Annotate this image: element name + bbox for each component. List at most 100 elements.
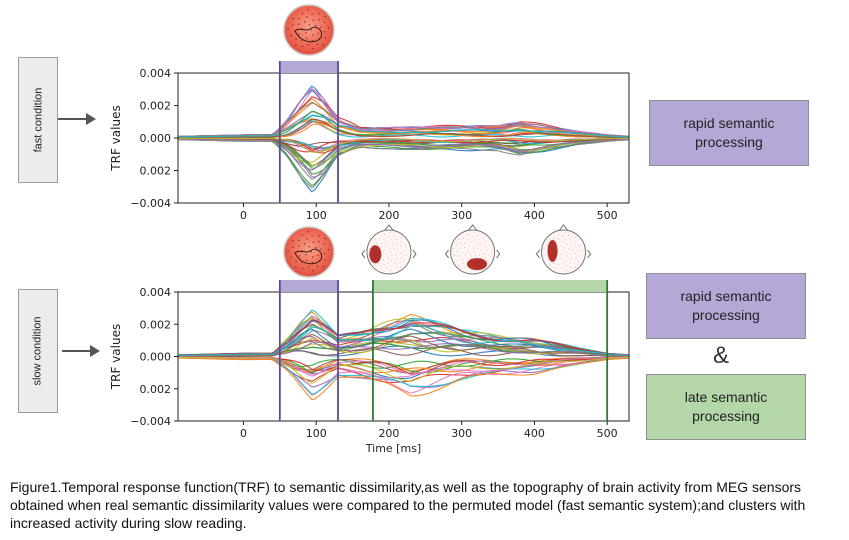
cluster-spot [369,245,382,264]
sensor-dot [477,248,479,250]
sensor-dot [479,254,481,256]
sensor-dot [553,263,555,265]
sensor-dot [568,248,570,250]
sensor-dot [385,245,387,247]
sensor-dot [488,255,490,257]
purple-window-bar [279,280,339,292]
sensor-dot [564,232,566,234]
sensor-dot [308,24,311,26]
sensor-dot [297,23,300,25]
sensor-dot [383,250,385,252]
sensor-dot [323,253,326,255]
sensor-trace [178,139,629,193]
sensor-dot [574,236,576,238]
sensor-dot [397,249,399,251]
sensor-dot [301,234,304,236]
sensor-dot [391,255,393,257]
sensor-dot [462,237,464,239]
y-tick-label: 0.000 [140,132,172,145]
sensor-dot [579,255,581,257]
sensor-dot [456,250,458,252]
sensor-dot [467,234,469,236]
sensor-dot [569,262,571,264]
nose [384,224,394,231]
sensor-dot [396,243,398,245]
sensor-dot [578,261,580,263]
sensor-dot [456,244,458,246]
sensor-dot [318,240,320,243]
sensor-dot [312,241,315,243]
trace-group [178,85,629,193]
topomap-small-head-icon [535,224,592,275]
y-tick-label: 0.002 [140,165,172,178]
ear-right [587,249,592,259]
sensor-dot [574,252,576,254]
sensor-dot [403,261,405,263]
sensor-dot [487,261,489,263]
sensor-dot [562,236,564,238]
sensor-dot [314,247,317,249]
sensor-dot [481,249,483,251]
sensor-dot [388,247,390,249]
sensor-dot [298,17,300,20]
sensor-dot [310,251,313,253]
sensor-dot [477,235,479,237]
sensor-dot [307,9,310,11]
sensor-dot [473,251,475,253]
sensor-dot [393,248,395,250]
sensor-dot [559,245,561,247]
sensor-dot [295,44,297,46]
sensor-dot [311,235,313,237]
slow-rapid-processing-box: rapid semantic processing [646,273,806,339]
sensor-trace [178,357,629,395]
sensor-dot [488,245,490,247]
fast-condition-label: fast condition [18,57,58,183]
sensor-dot [464,247,466,249]
sensor-dot [404,255,406,257]
sensor-dot [491,251,493,253]
sensor-dot [570,254,572,256]
sensor-dot [395,239,397,241]
sensor-dot [312,19,315,21]
sensor-dot [575,266,577,268]
sensor-dot [287,28,289,30]
y-tick-label: 0.004 [140,67,172,80]
x-tick-label: 300 [451,209,472,222]
sensor-dot [574,245,576,247]
sensor-dot [462,258,464,260]
sensor-dot [312,48,314,50]
sensor-dot [292,17,294,20]
sensor-dot [306,37,308,39]
sensor-dot [403,249,405,251]
sensor-trace [178,356,629,384]
sensor-dot [467,238,469,240]
sensor-dot [546,244,548,246]
sensor-dot [560,253,562,255]
slow-rapid-processing-text: rapid semantic processing [680,288,772,323]
sensor-dot [565,259,567,261]
sensor-dot [301,12,304,14]
x-tick-label: 400 [524,209,545,222]
fast-arrow-icon [58,113,96,125]
sensor-dot [317,32,319,34]
sensor-dot [387,236,389,238]
sensor-dot [468,245,470,247]
sensor-trace [178,338,629,357]
sensor-dot [479,243,481,245]
y-axis-label: TRF values [109,105,123,171]
sensor-dot [458,255,460,257]
sensor-dot [317,13,320,15]
sensor-dot [387,241,389,243]
sensor-dot [290,34,292,36]
slow-late-processing-box: late semantic processing [646,374,806,440]
sensor-dot [308,246,311,248]
sensor-dot [383,234,385,236]
sensor-dot [301,261,303,264]
green-window-bar [372,280,608,292]
sensor-dot [381,254,383,256]
sensor-dot [563,247,565,249]
sensor-trace [178,319,629,356]
sensor-dot [372,244,374,246]
sensor-dot [570,243,572,245]
y-tick-label: 0.002 [140,383,172,396]
